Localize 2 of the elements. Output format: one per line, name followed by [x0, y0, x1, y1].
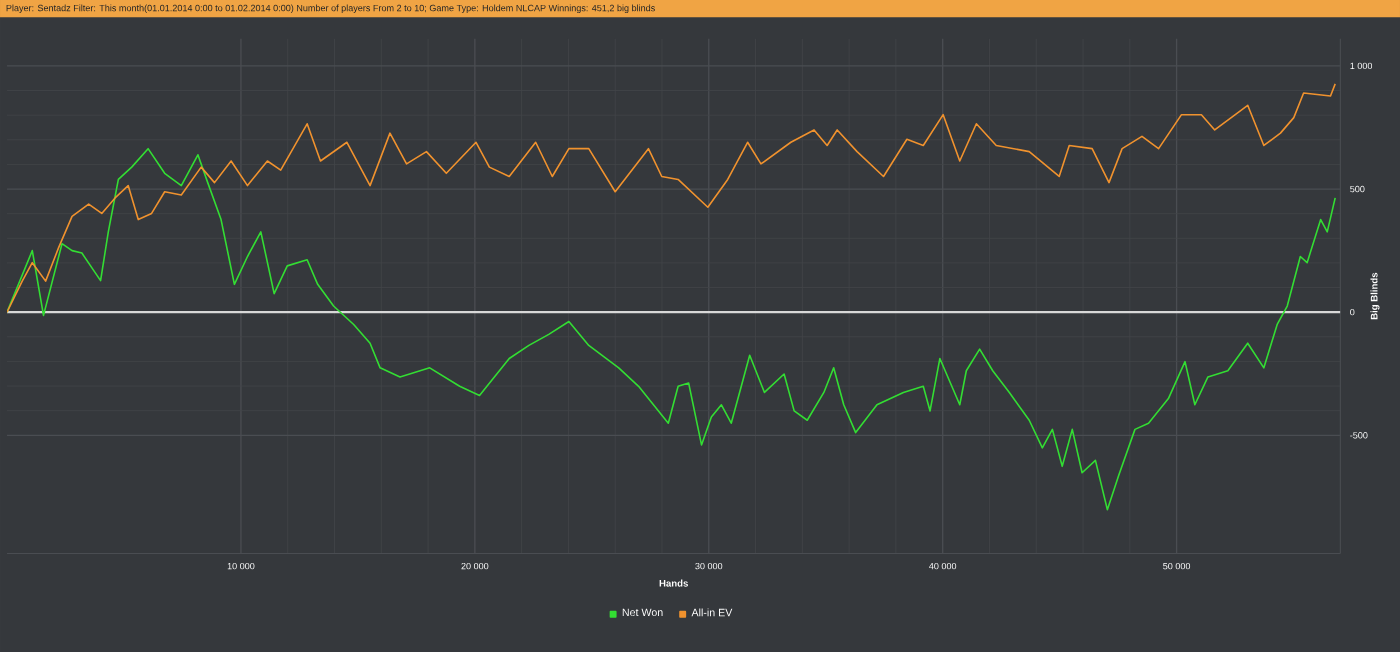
line-series [7, 147, 1336, 511]
line-series [7, 83, 1336, 313]
